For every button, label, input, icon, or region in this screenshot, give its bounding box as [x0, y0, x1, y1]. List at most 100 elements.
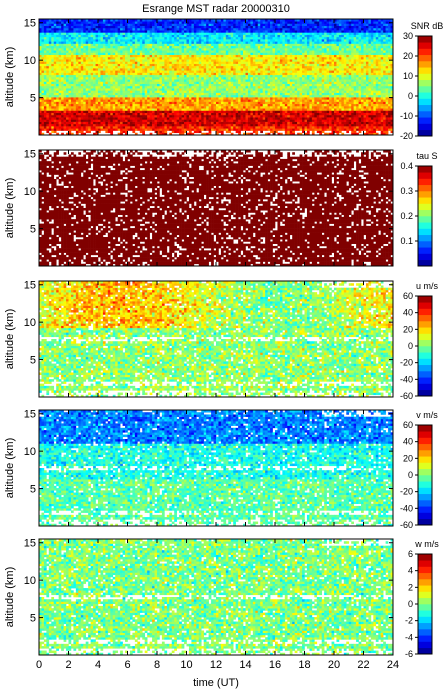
- heatmap-cell: [252, 19, 256, 22]
- heatmap-cell: [107, 92, 111, 96]
- heatmap-cell: [240, 79, 244, 82]
- heatmap-cell: [235, 43, 239, 47]
- heatmap-cell: [56, 68, 59, 71]
- heatmap-cell: [186, 25, 190, 29]
- heatmap-cell: [159, 56, 163, 60]
- heatmap-cell: [228, 52, 232, 55]
- heatmap-cell: [83, 103, 87, 107]
- heatmap-cell: [56, 43, 59, 47]
- heatmap-cell: [216, 34, 219, 38]
- heatmap-cell: [137, 77, 141, 80]
- heatmap-cell: [174, 59, 177, 62]
- heatmap-cell: [61, 25, 64, 29]
- heatmap-cell: [250, 110, 254, 113]
- heatmap-cell: [193, 43, 197, 47]
- heatmap-cell: [142, 101, 146, 105]
- heatmap-cell: [201, 52, 205, 55]
- heatmap-cell: [245, 36, 249, 40]
- heatmap-cell: [191, 123, 195, 127]
- heatmap-cell: [53, 88, 57, 91]
- heatmap-cell: [252, 54, 256, 58]
- heatmap-cell: [66, 103, 69, 107]
- heatmap-cell: [252, 119, 256, 122]
- heatmap-cell: [122, 41, 126, 44]
- heatmap-cell: [188, 81, 192, 84]
- heatmap-cell: [233, 103, 236, 107]
- heatmap-cell: [166, 85, 170, 89]
- heatmap-cell: [139, 94, 143, 98]
- heatmap-cell: [75, 50, 79, 53]
- heatmap-cell: [132, 112, 136, 116]
- heatmap-cell: [159, 59, 163, 62]
- heatmap-cell: [228, 108, 232, 111]
- heatmap-cell: [161, 52, 165, 55]
- heatmap-cell: [166, 119, 170, 122]
- heatmap-cell: [139, 34, 143, 38]
- heatmap-cell: [213, 45, 217, 49]
- heatmap-cell: [206, 61, 209, 64]
- heatmap-cell: [191, 114, 195, 118]
- heatmap-cell: [117, 30, 121, 33]
- heatmap-cell: [164, 81, 168, 84]
- heatmap-cell: [213, 59, 217, 62]
- heatmap-cell: [188, 54, 192, 58]
- heatmap-cell: [169, 65, 173, 69]
- heatmap-cell: [252, 106, 256, 109]
- heatmap-cell: [270, 23, 273, 26]
- heatmap-cell: [147, 92, 150, 96]
- heatmap-cell: [46, 19, 50, 22]
- heatmap-cell: [102, 83, 106, 87]
- heatmap-cell: [255, 41, 259, 44]
- heatmap-cell: [142, 68, 146, 71]
- heatmap-cell: [127, 117, 131, 120]
- heatmap-cell: [169, 121, 173, 125]
- heatmap-cell: [147, 108, 150, 111]
- heatmap-cell: [154, 126, 158, 129]
- heatmap-cell: [110, 99, 114, 102]
- heatmap-cell: [93, 70, 96, 73]
- heatmap-cell: [75, 63, 79, 67]
- heatmap-cell: [272, 123, 276, 127]
- heatmap-cell: [193, 72, 197, 76]
- heatmap-cell: [100, 126, 104, 129]
- heatmap-cell: [142, 59, 146, 62]
- heatmap-cell: [142, 81, 146, 84]
- heatmap-cell: [152, 50, 155, 53]
- heatmap-cell: [161, 21, 165, 24]
- heatmap-cell: [277, 56, 281, 60]
- heatmap-cell: [63, 81, 67, 84]
- heatmap-cell: [51, 63, 55, 67]
- heatmap-cell: [110, 61, 114, 64]
- heatmap-cell: [152, 74, 155, 78]
- heatmap-cell: [85, 27, 89, 31]
- heatmap-cell: [174, 30, 177, 33]
- heatmap-cell: [144, 19, 148, 22]
- heatmap-cell: [120, 130, 123, 134]
- heatmap-cell: [262, 39, 266, 42]
- heatmap-cell: [188, 85, 192, 89]
- heatmap-cell: [144, 108, 148, 111]
- heatmap-cell: [43, 128, 47, 131]
- heatmap-cell: [252, 74, 256, 78]
- heatmap-cell: [159, 21, 163, 24]
- heatmap-cell: [125, 74, 128, 78]
- heatmap-cell: [43, 74, 47, 78]
- heatmap-cell: [216, 110, 219, 113]
- heatmap-cell: [102, 128, 106, 131]
- heatmap-cell: [132, 99, 136, 102]
- heatmap-cell: [83, 126, 87, 129]
- heatmap-cell: [230, 121, 234, 125]
- heatmap-cell: [260, 70, 264, 73]
- heatmap-cell: [154, 97, 158, 100]
- heatmap-cell: [58, 83, 62, 87]
- heatmap-cell: [250, 99, 254, 102]
- heatmap-cell: [115, 114, 118, 118]
- heatmap-cell: [58, 72, 62, 76]
- heatmap-cell: [157, 77, 160, 80]
- heatmap-cell: [102, 101, 106, 105]
- heatmap-cell: [83, 114, 87, 118]
- heatmap-cell: [139, 27, 143, 31]
- heatmap-cell: [46, 85, 50, 89]
- heatmap-cell: [174, 92, 177, 96]
- heatmap-cell: [260, 50, 264, 53]
